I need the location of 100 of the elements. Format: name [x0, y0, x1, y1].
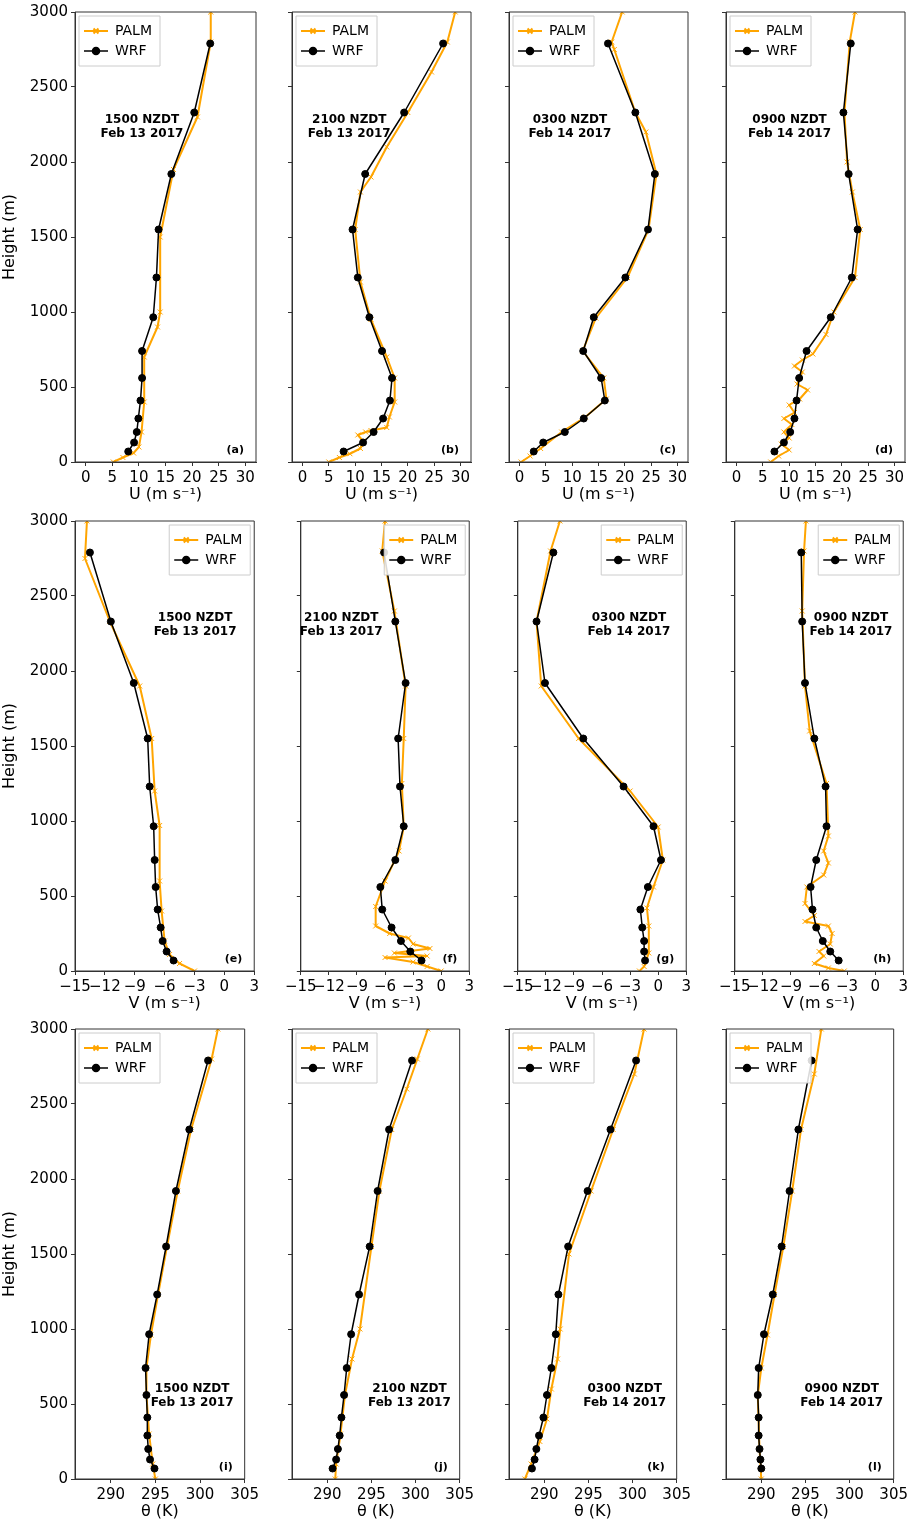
x-tick-label: 25 — [858, 467, 878, 486]
x-tick-label: 25 — [641, 467, 661, 486]
annotation: (c) — [659, 443, 676, 457]
annotation: 2100 NZDT Feb 13 2017 — [299, 609, 383, 638]
x-axis-title: U (m s⁻¹) — [344, 483, 419, 503]
legend-label: PALM — [637, 530, 675, 547]
x-tick-label: 0 — [653, 976, 663, 995]
y-tick-label: 2500 — [29, 1093, 68, 1112]
x-tick-label: 5 — [107, 467, 118, 486]
x-tick-label: 300 — [618, 1484, 647, 1503]
y-tick-label: 3000 — [29, 1, 68, 20]
x-tick-label: 290 — [96, 1484, 126, 1503]
x-tick-label: 0 — [731, 467, 742, 486]
x-tick-label: 5 — [324, 467, 334, 486]
x-axis-title: V (m s⁻¹) — [128, 992, 201, 1012]
x-tick-label: −9 — [345, 976, 369, 995]
x-tick-label: 20 — [832, 467, 852, 486]
x-tick-label: 30 — [667, 467, 688, 486]
y-tick-label: 1000 — [29, 1318, 68, 1337]
legend-label: PALM — [766, 21, 804, 38]
y-tick-label: 500 — [39, 1393, 68, 1412]
legend-label: WRF — [766, 1058, 798, 1075]
legend-label: WRF — [115, 41, 147, 58]
x-tick-label: 305 — [662, 1484, 692, 1503]
x-tick-label: 10 — [129, 467, 149, 486]
x-tick-label: 300 — [835, 1484, 864, 1503]
x-tick-label: 3 — [249, 976, 259, 995]
x-tick-label: −12 — [89, 976, 121, 995]
x-tick-label: 295 — [141, 1484, 170, 1503]
x-tick-label: −6 — [807, 976, 831, 995]
legend-label: PALM — [332, 21, 370, 38]
annotation: (e) — [224, 952, 243, 966]
x-tick-label: 20 — [182, 467, 202, 486]
x-axis-title: V (m s⁻¹) — [782, 992, 856, 1012]
legend-label: WRF — [549, 41, 581, 58]
x-tick-label: 10 — [562, 467, 582, 486]
x-tick-label: 5 — [758, 467, 768, 486]
legend-label: PALM — [549, 21, 587, 38]
y-tick-label: 1000 — [29, 301, 68, 320]
legend-label: PALM — [205, 530, 243, 547]
annotation: (d) — [875, 443, 893, 457]
x-tick-label: 30 — [235, 467, 255, 486]
x-tick-label: −3 — [836, 976, 859, 995]
x-tick-label: 20 — [398, 467, 418, 486]
annotation: (j) — [433, 1460, 448, 1474]
annotation: 1500 NZDT Feb 13 2017 — [100, 111, 184, 140]
x-tick-label: −9 — [562, 976, 586, 995]
x-tick-label: 0 — [870, 976, 880, 995]
x-tick-label: 295 — [357, 1484, 386, 1503]
legend-label: PALM — [420, 530, 458, 547]
x-tick-label: 30 — [450, 467, 471, 486]
x-tick-label: 10 — [345, 467, 365, 486]
x-tick-label: −6 — [153, 976, 176, 995]
x-tick-label: 290 — [746, 1484, 776, 1503]
y-tick-label: 2000 — [29, 660, 68, 679]
legend-label: WRF — [115, 1058, 147, 1075]
x-tick-label: 3 — [898, 976, 908, 995]
x-tick-label: 295 — [791, 1484, 820, 1503]
annotation: 0300 NZDT Feb 14 2017 — [583, 1380, 667, 1409]
x-tick-label: 0 — [297, 467, 308, 486]
x-tick-label: 15 — [371, 467, 392, 486]
legend-label: WRF — [205, 550, 237, 567]
x-tick-label: 295 — [574, 1484, 603, 1503]
annotation: 0900 NZDT Feb 14 2017 — [809, 609, 893, 638]
x-axis-title: U (m s⁻¹) — [778, 483, 853, 503]
y-tick-label: 1500 — [29, 226, 68, 245]
x-tick-label: −3 — [183, 976, 206, 995]
annotation: 1500 NZDT Feb 13 2017 — [150, 1380, 234, 1409]
y-tick-label: 500 — [39, 885, 68, 904]
legend-label: WRF — [637, 550, 669, 567]
annotation: 0300 NZDT Feb 14 2017 — [587, 609, 671, 638]
annotation: (b) — [441, 443, 459, 457]
annotation: 2100 NZDT Feb 13 2017 — [367, 1380, 451, 1409]
x-tick-label: 25 — [424, 467, 444, 486]
x-tick-label: 5 — [541, 467, 551, 486]
x-tick-label: 10 — [779, 467, 799, 486]
annotation: 1500 NZDT Feb 13 2017 — [153, 609, 237, 638]
x-tick-label: 15 — [805, 467, 826, 486]
x-tick-label: 300 — [185, 1484, 215, 1503]
legend-label: WRF — [420, 550, 452, 567]
annotation: 0900 NZDT Feb 14 2017 — [800, 1380, 884, 1409]
x-tick-label: 0 — [514, 467, 525, 486]
y-tick-label: 2000 — [29, 151, 68, 170]
x-axis-title: θ (K) — [356, 1500, 395, 1520]
legend-label: PALM — [115, 21, 153, 38]
x-axis-title: θ (K) — [573, 1500, 612, 1520]
annotation: (g) — [656, 952, 675, 966]
y-tick-label: 1500 — [29, 1243, 68, 1262]
x-tick-label: 305 — [879, 1484, 909, 1503]
y-axis-title: Height (m) — [0, 193, 18, 281]
annotation: (k) — [647, 1460, 665, 1474]
x-tick-label: 0 — [436, 976, 446, 995]
x-tick-label: 305 — [230, 1484, 260, 1503]
annotation: 0900 NZDT Feb 14 2017 — [748, 111, 831, 140]
x-axis-title: θ (K) — [790, 1500, 829, 1520]
x-tick-label: 20 — [615, 467, 635, 486]
annotation: (a) — [226, 443, 244, 457]
annotation: (i) — [218, 1460, 233, 1474]
y-axis-title: Height (m) — [0, 702, 18, 790]
y-axis-title: Height (m) — [0, 1210, 18, 1298]
